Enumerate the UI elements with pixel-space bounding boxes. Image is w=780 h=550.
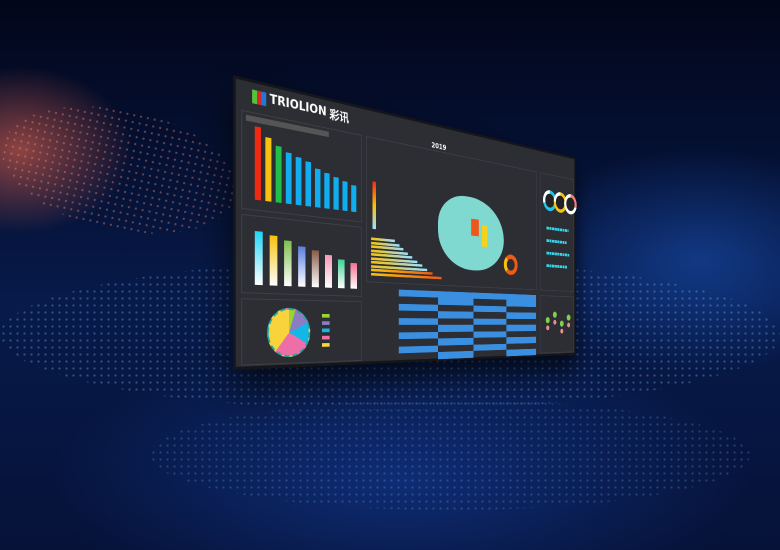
particle-wave-red bbox=[0, 86, 250, 254]
logo-mark-icon bbox=[252, 88, 267, 106]
horizontal-bar-chart bbox=[371, 237, 442, 280]
gradient-bar bbox=[269, 235, 278, 286]
ranking-bar bbox=[305, 161, 312, 207]
gradient-bar bbox=[337, 258, 345, 289]
gradient-bar bbox=[254, 230, 263, 286]
table-cell bbox=[437, 350, 474, 359]
donut-chart bbox=[503, 253, 518, 276]
pie-legend-swatch bbox=[321, 335, 330, 340]
table-cell bbox=[473, 350, 506, 358]
pie-legend-swatch bbox=[321, 343, 330, 347]
dashboard-video-wall: TRIOLION 彩讯 2019 bbox=[233, 75, 577, 370]
ranking-bar bbox=[314, 168, 321, 208]
right-stats-panel bbox=[539, 172, 577, 292]
ranking-bar bbox=[333, 176, 339, 211]
bubble bbox=[553, 319, 557, 325]
bubble bbox=[560, 328, 564, 334]
china-map bbox=[438, 191, 504, 273]
particle-wave-floor bbox=[150, 400, 750, 510]
table-cell bbox=[399, 352, 438, 360]
gradient-bar bbox=[298, 246, 306, 287]
bubble bbox=[566, 314, 571, 321]
progress-bar bbox=[546, 226, 569, 233]
bubble bbox=[545, 317, 550, 324]
map-scale-legend bbox=[372, 181, 376, 230]
pie-legend-swatch bbox=[321, 321, 330, 325]
pie-chart bbox=[267, 307, 311, 358]
map-panel bbox=[366, 135, 538, 291]
ranking-bar bbox=[265, 137, 272, 202]
pie-chart-panel bbox=[241, 298, 362, 366]
bubble bbox=[546, 325, 550, 331]
bubble bbox=[559, 320, 564, 327]
gradient-bar bbox=[350, 263, 358, 289]
pie-legend-swatch bbox=[321, 328, 330, 333]
gradient-bar bbox=[311, 250, 319, 288]
pie-legend bbox=[321, 313, 330, 351]
ranking-bar bbox=[351, 184, 357, 213]
map-region-highlight bbox=[471, 218, 479, 237]
table-cell bbox=[398, 317, 438, 325]
progress-bar bbox=[546, 239, 567, 245]
progress-bar bbox=[546, 264, 568, 269]
gradient-bar-panel bbox=[241, 213, 362, 297]
bubble-chart-panel bbox=[539, 295, 574, 354]
bubble bbox=[552, 311, 557, 318]
ranking-bar bbox=[295, 156, 302, 206]
ranking-bar bbox=[342, 180, 348, 212]
logo-text-cn: 彩讯 bbox=[329, 108, 349, 127]
ranking-bar-chart bbox=[254, 123, 357, 213]
progress-bars bbox=[546, 226, 570, 279]
bubble-chart bbox=[540, 296, 573, 334]
table-cell bbox=[438, 318, 474, 325]
ranking-bar bbox=[254, 126, 261, 201]
ranking-chart-panel bbox=[241, 109, 362, 223]
data-table bbox=[398, 289, 537, 361]
gradient-bar-chart bbox=[254, 226, 358, 289]
ranking-bar bbox=[275, 145, 282, 203]
ranking-bar bbox=[324, 172, 330, 209]
logo-text: TRIOLION bbox=[269, 92, 327, 120]
ranking-bar bbox=[285, 152, 292, 205]
ring-gauges bbox=[540, 173, 577, 216]
ring-gauge bbox=[564, 192, 577, 216]
ring-center bbox=[566, 196, 575, 212]
bubble bbox=[567, 322, 571, 328]
gradient-bar bbox=[325, 254, 332, 288]
map-region-highlight bbox=[482, 225, 488, 248]
table-cell bbox=[506, 348, 537, 356]
progress-bar bbox=[546, 251, 570, 257]
pie-legend-swatch bbox=[321, 313, 330, 318]
gradient-bar bbox=[284, 240, 292, 287]
